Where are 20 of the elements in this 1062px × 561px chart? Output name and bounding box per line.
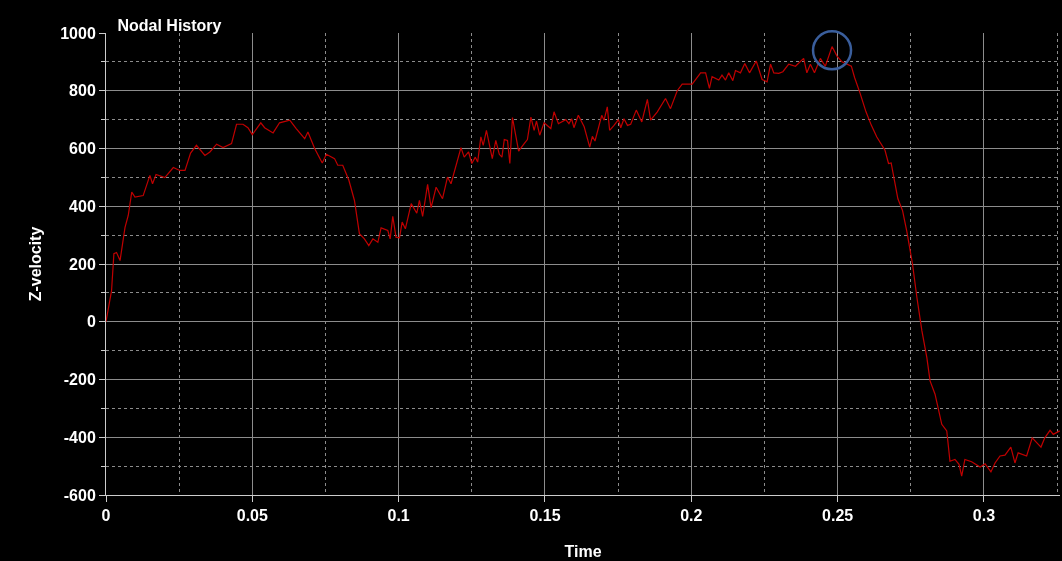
x-tick-label: 0.15 [529, 507, 561, 525]
chart-title: Nodal History [117, 16, 222, 34]
y-tick-label: 1000 [60, 24, 96, 42]
y-tick-label: 600 [69, 140, 96, 158]
y-tick-label: 400 [69, 197, 96, 215]
y-tick-label: -200 [63, 371, 96, 389]
y-tick-label: 200 [69, 255, 96, 273]
y-axis-title: Z-velocity [27, 226, 45, 302]
y-tick-label: 800 [69, 82, 96, 100]
line-series [106, 45, 1060, 477]
x-tick-label: 0.1 [387, 507, 410, 525]
x-axis-title: Time [564, 542, 602, 560]
x-tick-label: 0.25 [822, 507, 854, 525]
x-tick-label: 0.2 [680, 507, 703, 525]
y-tick-label: -400 [63, 428, 96, 446]
x-tick-label: 0.05 [236, 507, 268, 525]
y-tick-label: -600 [63, 486, 96, 504]
x-tick-label: 0 [101, 507, 111, 525]
y-tick-label: 0 [86, 313, 96, 331]
x-tick-label: 0.3 [972, 507, 996, 525]
